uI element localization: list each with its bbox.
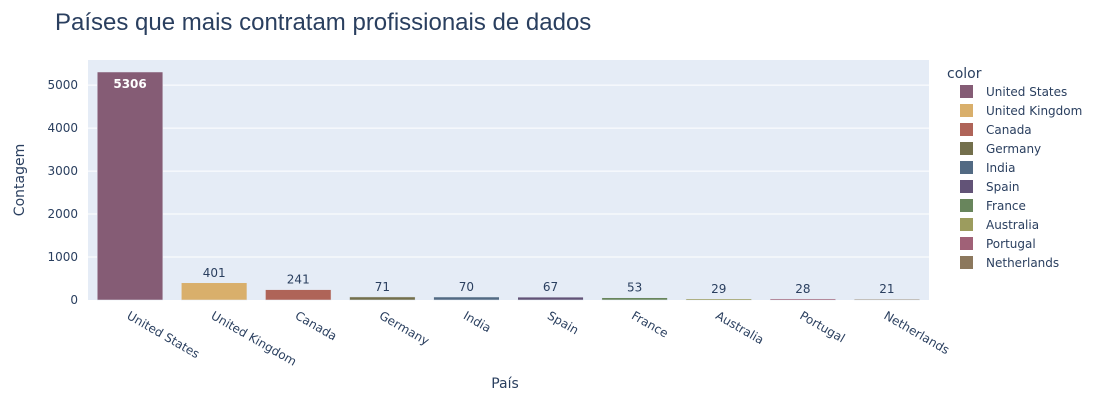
legend-label: India [986, 161, 1015, 175]
data-label: 53 [627, 281, 642, 295]
legend-item[interactable]: India [960, 161, 1015, 175]
data-label: 71 [375, 280, 390, 294]
data-label: 70 [459, 280, 474, 294]
legend-label: Canada [986, 123, 1032, 137]
y-axis-title: Contagem [12, 144, 28, 216]
legend[interactable]: color United States United Kingdom Canada G… [947, 66, 1082, 270]
x-tick-label: India [461, 308, 494, 335]
data-label: 241 [287, 273, 310, 287]
legend-item[interactable]: Canada [960, 123, 1032, 137]
bar[interactable] [97, 71, 164, 301]
bar[interactable] [769, 298, 836, 301]
y-tick-label: 5000 [47, 78, 78, 92]
legend-swatch [960, 218, 973, 231]
legend-label: Netherlands [986, 256, 1059, 270]
legend-item[interactable]: United Kingdom [960, 104, 1082, 118]
x-tick-label: Netherlands [881, 308, 951, 357]
legend-item[interactable]: United States [960, 85, 1067, 99]
legend-title: color [947, 66, 982, 82]
legend-swatch [960, 237, 973, 250]
data-label: 401 [203, 266, 226, 280]
x-tick-label: Portugal [797, 308, 847, 345]
x-tick-label: United Kingdom [209, 308, 299, 368]
data-label: 29 [711, 282, 726, 296]
legend-swatch [960, 104, 973, 117]
y-tick-label: 0 [70, 293, 78, 307]
legend-item[interactable]: Netherlands [960, 256, 1059, 270]
legend-swatch [960, 256, 973, 269]
bar[interactable] [181, 282, 248, 301]
x-tick-label: Australia [713, 308, 766, 347]
x-tick-label: Germany [377, 308, 432, 348]
legend-label: Portugal [986, 237, 1036, 251]
legend-swatch [960, 142, 973, 155]
bars: 5306 401 241 71 70 67 53 29 28 21 [97, 71, 920, 301]
bar[interactable] [601, 297, 668, 301]
y-tick-label: 4000 [47, 121, 78, 135]
bar[interactable] [685, 298, 752, 301]
y-tick-label: 3000 [47, 164, 78, 178]
bar[interactable] [265, 289, 332, 301]
legend-item[interactable]: Spain [960, 180, 1020, 194]
legend-item[interactable]: Germany [960, 142, 1041, 156]
x-tick-label: United States [125, 308, 202, 361]
data-label: 21 [879, 282, 894, 296]
legend-label: United States [986, 85, 1067, 99]
legend-item[interactable]: Portugal [960, 237, 1036, 251]
bar[interactable] [853, 298, 920, 301]
legend-item[interactable]: France [960, 199, 1026, 213]
legend-swatch [960, 123, 973, 136]
legend-label: France [986, 199, 1026, 213]
legend-label: Spain [986, 180, 1020, 194]
bar[interactable] [349, 296, 416, 301]
bar[interactable] [517, 296, 584, 301]
data-label: 28 [795, 282, 810, 296]
y-axis-ticks: 0 1000 2000 3000 4000 5000 [47, 78, 78, 307]
data-label: 5306 [113, 77, 146, 91]
legend-swatch [960, 85, 973, 98]
bar[interactable] [433, 296, 500, 301]
legend-swatch [960, 161, 973, 174]
x-axis-title: País [491, 376, 519, 392]
plot-area [88, 60, 929, 300]
legend-items[interactable]: United States United Kingdom Canada Germany… [960, 85, 1082, 270]
chart-title: Países que mais contratam profissionais … [55, 9, 591, 36]
gridlines [88, 84, 929, 258]
x-tick-label: Spain [545, 308, 581, 337]
data-label: 67 [543, 280, 558, 294]
y-tick-label: 2000 [47, 207, 78, 221]
x-tick-label: France [629, 308, 671, 340]
y-tick-label: 1000 [47, 250, 78, 264]
legend-swatch [960, 180, 973, 193]
legend-label: Germany [986, 142, 1041, 156]
legend-swatch [960, 199, 973, 212]
x-tick-label: Canada [293, 308, 340, 343]
legend-item[interactable]: Australia [960, 218, 1039, 232]
legend-label: United Kingdom [986, 104, 1082, 118]
legend-label: Australia [986, 218, 1039, 232]
